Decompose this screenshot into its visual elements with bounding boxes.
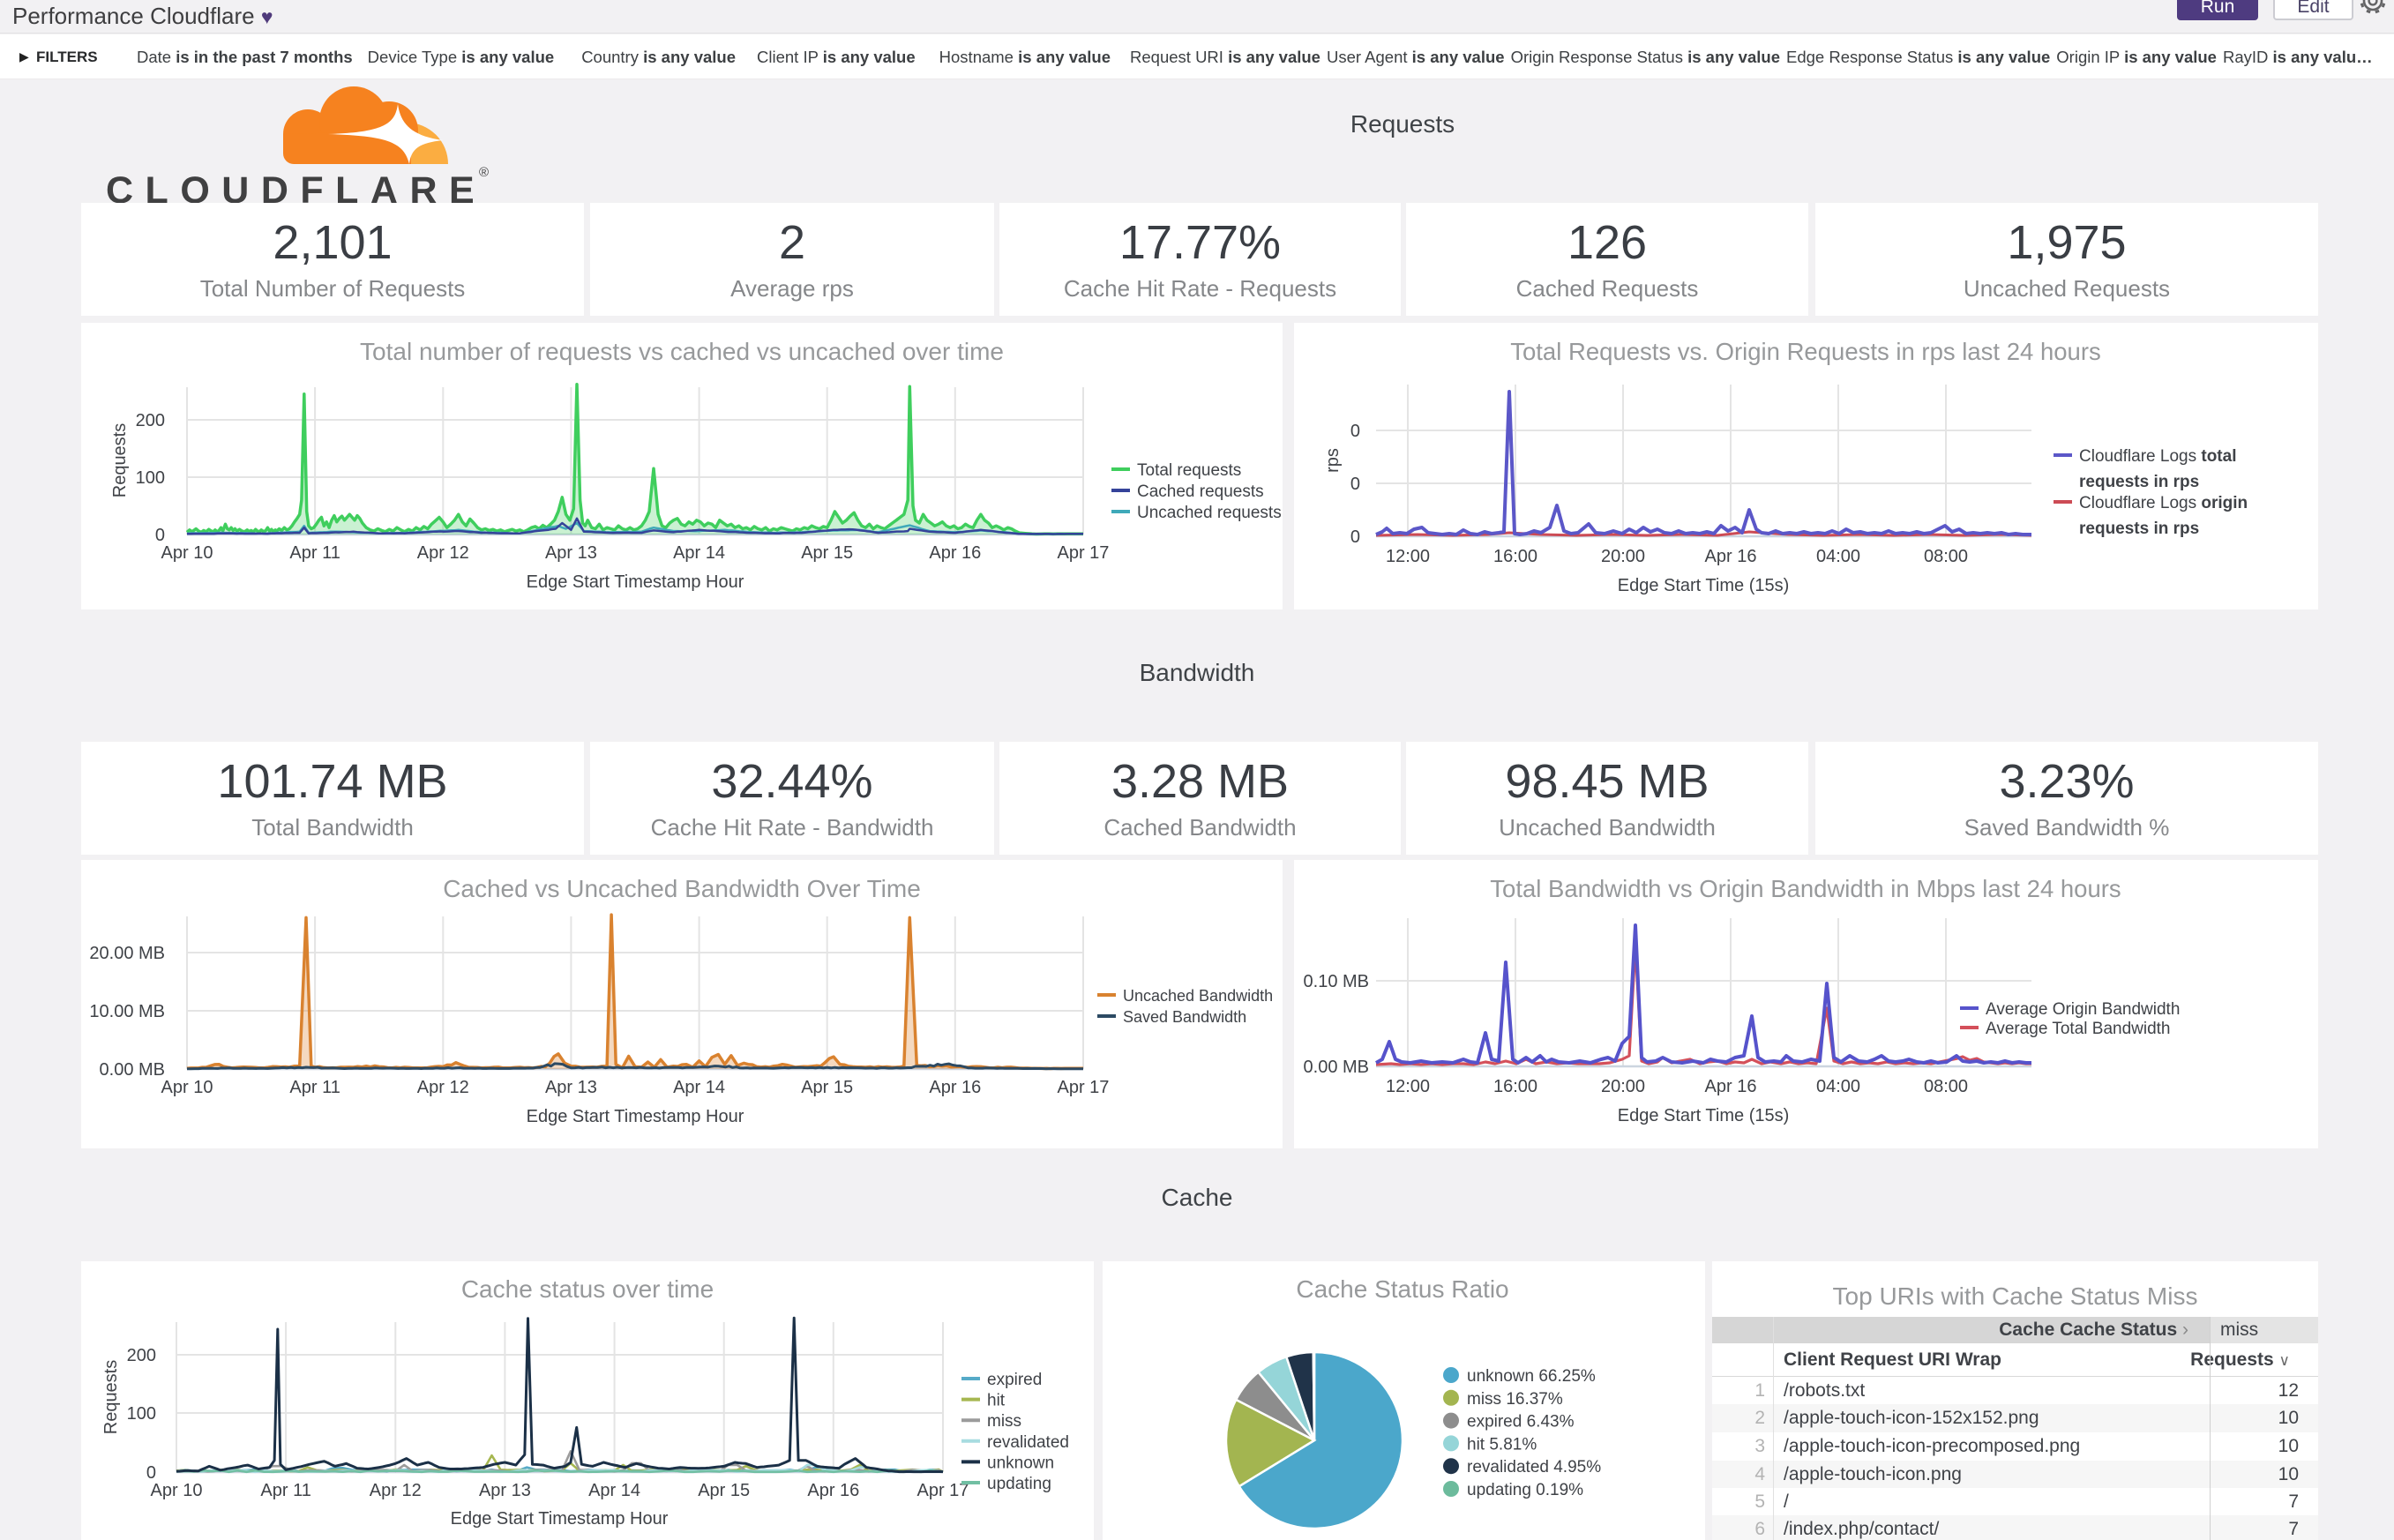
svg-text:expired 6.43%: expired 6.43% xyxy=(1467,1413,1575,1432)
svg-text:Cache status over time: Cache status over time xyxy=(461,1275,714,1303)
svg-text:0.10 MB: 0.10 MB xyxy=(1304,972,1369,991)
svg-text:0: 0 xyxy=(146,1463,156,1483)
svg-text:0: 0 xyxy=(155,526,165,545)
svg-text:Apr 16: Apr 16 xyxy=(929,1078,981,1097)
svg-text:20:00: 20:00 xyxy=(1601,547,1645,566)
svg-text:16:00: 16:00 xyxy=(1493,1077,1537,1096)
svg-text:16:00: 16:00 xyxy=(1493,547,1537,566)
svg-text:Apr 11: Apr 11 xyxy=(260,1481,310,1500)
svg-text:Apr 11: Apr 11 xyxy=(289,1078,340,1097)
svg-text:expired: expired xyxy=(987,1371,1042,1389)
svg-text:Apr 12: Apr 12 xyxy=(417,543,469,563)
svg-text:miss 16.37%: miss 16.37% xyxy=(1467,1390,1563,1409)
svg-text:Edge Start Time (15s): Edge Start Time (15s) xyxy=(1618,1106,1790,1125)
svg-text:200: 200 xyxy=(136,411,165,430)
svg-text:Requests: Requests xyxy=(101,1360,121,1435)
svg-text:Edge Start Timestamp Hour: Edge Start Timestamp Hour xyxy=(527,1107,744,1126)
svg-text:Apr 10: Apr 10 xyxy=(161,1078,213,1097)
svg-text:Edge Start Timestamp Hour: Edge Start Timestamp Hour xyxy=(451,1509,669,1529)
svg-text:Cloudflare Logs total: Cloudflare Logs total xyxy=(2079,447,2236,466)
svg-text:Apr 14: Apr 14 xyxy=(673,543,725,563)
svg-text:unknown: unknown xyxy=(987,1454,1054,1472)
svg-text:04:00: 04:00 xyxy=(1816,1077,1860,1096)
svg-text:miss: miss xyxy=(987,1412,1021,1431)
svg-text:08:00: 08:00 xyxy=(1924,1077,1968,1096)
svg-text:Saved Bandwidth: Saved Bandwidth xyxy=(1123,1008,1246,1026)
svg-text:Cache Status Ratio: Cache Status Ratio xyxy=(1296,1275,1508,1303)
svg-text:updating: updating xyxy=(987,1475,1051,1493)
svg-text:Total number of requests vs ca: Total number of requests vs cached vs un… xyxy=(360,338,1004,365)
svg-text:Average Origin Bandwidth: Average Origin Bandwidth xyxy=(1986,1000,2180,1019)
svg-text:04:00: 04:00 xyxy=(1816,547,1860,566)
svg-text:10.00 MB: 10.00 MB xyxy=(89,1002,165,1021)
svg-text:®: ® xyxy=(479,165,489,180)
svg-text:hit 5.81%: hit 5.81% xyxy=(1467,1435,1537,1454)
svg-text:100: 100 xyxy=(127,1404,156,1424)
svg-text:20:00: 20:00 xyxy=(1601,1077,1645,1096)
svg-text:Uncached Bandwidth: Uncached Bandwidth xyxy=(1123,987,1273,1005)
svg-text:Apr 17: Apr 17 xyxy=(1058,1078,1110,1097)
svg-text:0: 0 xyxy=(1350,475,1360,494)
svg-text:updating 0.19%: updating 0.19% xyxy=(1467,1481,1583,1499)
svg-text:unknown 66.25%: unknown 66.25% xyxy=(1467,1367,1596,1386)
svg-text:revalidated: revalidated xyxy=(987,1433,1069,1452)
svg-text:Apr 10: Apr 10 xyxy=(161,543,213,563)
svg-text:Apr 16: Apr 16 xyxy=(1705,1077,1757,1096)
svg-text:Cloudflare Logs origin: Cloudflare Logs origin xyxy=(2079,494,2248,512)
svg-text:20.00 MB: 20.00 MB xyxy=(89,944,165,963)
svg-text:Apr 15: Apr 15 xyxy=(801,543,853,563)
svg-text:Edge Start Timestamp Hour: Edge Start Timestamp Hour xyxy=(527,572,744,592)
svg-text:12:00: 12:00 xyxy=(1386,547,1430,566)
svg-text:requests in rps: requests in rps xyxy=(2079,473,2199,491)
svg-text:Apr 12: Apr 12 xyxy=(370,1481,422,1500)
svg-text:Apr 15: Apr 15 xyxy=(801,1078,853,1097)
svg-text:0.00 MB: 0.00 MB xyxy=(1304,1058,1369,1077)
svg-text:Apr 16: Apr 16 xyxy=(929,543,981,563)
svg-text:hit: hit xyxy=(987,1392,1006,1410)
svg-text:Total Bandwidth vs Origin Band: Total Bandwidth vs Origin Bandwidth in M… xyxy=(1490,875,2121,902)
svg-text:Apr 15: Apr 15 xyxy=(698,1481,750,1500)
svg-text:requests in rps: requests in rps xyxy=(2079,520,2199,538)
svg-text:Cached requests: Cached requests xyxy=(1137,482,1264,501)
svg-text:08:00: 08:00 xyxy=(1924,547,1968,566)
svg-text:Apr 16: Apr 16 xyxy=(1705,547,1757,566)
svg-text:Total requests: Total requests xyxy=(1137,461,1241,480)
svg-text:Apr 13: Apr 13 xyxy=(545,543,597,563)
svg-text:Apr 13: Apr 13 xyxy=(479,1481,531,1500)
svg-text:100: 100 xyxy=(136,468,165,488)
svg-text:Average Total Bandwidth: Average Total Bandwidth xyxy=(1986,1020,2171,1038)
svg-text:Apr 17: Apr 17 xyxy=(917,1481,969,1500)
svg-text:0: 0 xyxy=(1350,422,1360,441)
svg-text:Total Requests vs. Origin Requ: Total Requests vs. Origin Requests in rp… xyxy=(1510,338,2100,365)
svg-text:0: 0 xyxy=(1350,527,1360,547)
svg-text:Apr 17: Apr 17 xyxy=(1058,543,1110,563)
svg-text:Apr 14: Apr 14 xyxy=(673,1078,725,1097)
svg-text:Apr 14: Apr 14 xyxy=(588,1481,640,1500)
svg-text:Apr 12: Apr 12 xyxy=(417,1078,469,1097)
svg-text:Apr 16: Apr 16 xyxy=(807,1481,859,1500)
svg-text:Uncached requests: Uncached requests xyxy=(1137,504,1282,522)
svg-text:revalidated 4.95%: revalidated 4.95% xyxy=(1467,1458,1601,1476)
svg-text:Apr 10: Apr 10 xyxy=(151,1481,203,1500)
svg-text:Apr 13: Apr 13 xyxy=(545,1078,597,1097)
svg-text:0.00 MB: 0.00 MB xyxy=(100,1060,165,1080)
svg-text:Requests: Requests xyxy=(110,423,130,498)
svg-text:Cached vs Uncached Bandwidth O: Cached vs Uncached Bandwidth Over Time xyxy=(443,875,921,902)
svg-text:200: 200 xyxy=(127,1346,156,1365)
svg-text:12:00: 12:00 xyxy=(1386,1077,1430,1096)
svg-text:rps: rps xyxy=(1323,448,1343,473)
svg-text:Apr 11: Apr 11 xyxy=(289,543,340,563)
svg-text:Edge Start Time (15s): Edge Start Time (15s) xyxy=(1618,576,1790,595)
